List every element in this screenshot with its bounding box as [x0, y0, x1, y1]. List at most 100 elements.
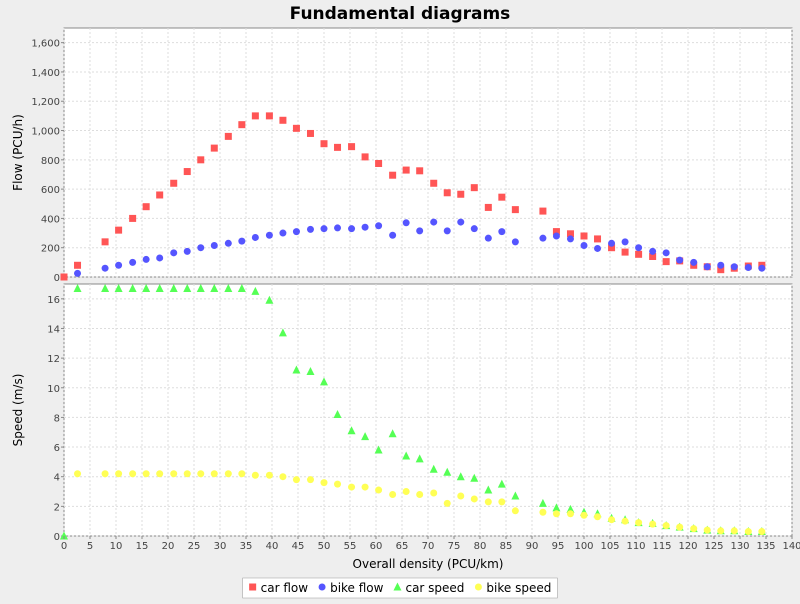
bike-speed-point	[443, 499, 451, 507]
car-speed-point	[497, 479, 506, 488]
bike-speed-point	[238, 470, 246, 478]
bike-flow-point	[306, 225, 314, 233]
bike-flow-point	[552, 232, 560, 240]
bike-speed-point	[210, 470, 218, 478]
car-flow-point	[348, 143, 356, 151]
bike-speed-point	[334, 480, 342, 488]
x-tick-label: 110	[626, 541, 645, 552]
bike-flow-point	[430, 218, 438, 226]
car-flow-point	[320, 140, 328, 148]
legend-label-car-flow: car flow	[261, 581, 309, 595]
car-flow-point	[361, 153, 369, 161]
x-tick-label: 15	[136, 541, 149, 552]
car-speed-point	[347, 426, 356, 435]
bike-flow-point	[74, 269, 82, 277]
bike-speed-point	[703, 526, 711, 534]
car-speed-point	[73, 283, 82, 292]
car-flow-point	[101, 238, 109, 246]
car-flow-point	[197, 156, 205, 164]
car-speed-point	[415, 454, 424, 463]
bike-flow-point	[662, 249, 670, 257]
bike-speed-point	[744, 528, 752, 536]
car-flow-point	[238, 121, 246, 129]
car-flow-point	[334, 143, 342, 151]
car-speed-point	[142, 283, 151, 292]
car-speed-point	[511, 491, 520, 500]
car-flow-point	[251, 112, 259, 120]
x-tick-label: 130	[730, 541, 749, 552]
car-flow-point	[662, 258, 670, 266]
x-tick-label: 80	[474, 541, 487, 552]
bike-speed-point	[580, 511, 588, 519]
car-flow-point	[511, 206, 519, 214]
x-tick-label: 45	[292, 541, 305, 552]
bike-flow-point	[594, 244, 602, 252]
bike-speed-point	[662, 522, 670, 530]
y-tick-label: 1,200	[31, 97, 60, 108]
bike-speed-point	[635, 519, 643, 527]
bike-flow-point	[389, 231, 397, 239]
bike-speed-point	[649, 520, 657, 528]
bike-flow-point	[744, 263, 752, 271]
legend-marker-bike-flow	[318, 583, 326, 591]
car-flow-point	[375, 159, 383, 167]
y-tick-label: 12	[47, 354, 60, 365]
bike-flow-point	[730, 263, 738, 271]
car-flow-point	[430, 179, 438, 187]
bike-flow-point	[129, 258, 137, 266]
x-tick-label: 140	[782, 541, 800, 552]
bike-speed-point	[594, 513, 602, 521]
bike-flow-point	[224, 239, 232, 247]
bike-flow-point	[101, 264, 109, 272]
bike-speed-point	[758, 528, 766, 536]
legend-marker-car-speed	[393, 582, 402, 591]
bike-speed-point	[183, 470, 191, 478]
bike-flow-point	[717, 261, 725, 269]
car-speed-point	[114, 283, 123, 292]
bike-flow-point	[210, 242, 218, 250]
car-flow-point	[74, 261, 82, 269]
x-tick-label: 105	[600, 541, 619, 552]
bike-flow-point	[361, 223, 369, 231]
bike-speed-point	[566, 510, 574, 518]
bike-flow-point	[416, 227, 424, 235]
y-tick-label: 2	[54, 502, 60, 513]
x-tick-label: 70	[422, 541, 435, 552]
bike-speed-point	[251, 471, 259, 479]
car-flow-point	[470, 184, 478, 192]
x-tick-label: 5	[87, 541, 93, 552]
x-tick-label: 75	[448, 541, 461, 552]
x-axis-label: Overall density (PCU/km)	[353, 557, 504, 571]
car-speed-point	[374, 445, 383, 454]
x-tick-label: 85	[500, 541, 513, 552]
bike-flow-point	[183, 247, 191, 255]
legend-label-bike-speed: bike speed	[486, 581, 551, 595]
y-tick-label: 1,000	[31, 127, 60, 138]
x-tick-label: 60	[370, 541, 383, 552]
x-tick-label: 65	[396, 541, 409, 552]
bike-speed-point	[224, 470, 232, 478]
bike-flow-point	[279, 229, 287, 237]
legend-item-car-speed: car speed	[393, 581, 464, 595]
bike-speed-point	[730, 527, 738, 535]
bike-speed-point	[306, 476, 314, 484]
car-speed-point	[237, 283, 246, 292]
car-speed-point	[456, 472, 465, 481]
car-flow-point	[635, 250, 643, 258]
car-speed-point	[278, 328, 287, 337]
car-speed-point	[320, 377, 328, 386]
y-tick-label: 200	[41, 244, 60, 255]
legend-item-bike-speed: bike speed	[474, 581, 551, 595]
bike-speed-point	[539, 508, 547, 516]
bike-speed-point	[361, 483, 369, 491]
car-flow-point	[594, 235, 602, 243]
x-tick-label: 35	[240, 541, 253, 552]
x-tick-label: 30	[214, 541, 227, 552]
car-speed-point	[265, 295, 274, 304]
bike-flow-point	[348, 225, 356, 233]
bike-flow-point	[635, 244, 643, 252]
car-flow-point	[552, 228, 560, 236]
bike-flow-point	[265, 231, 273, 239]
x-tick-label: 50	[318, 541, 331, 552]
